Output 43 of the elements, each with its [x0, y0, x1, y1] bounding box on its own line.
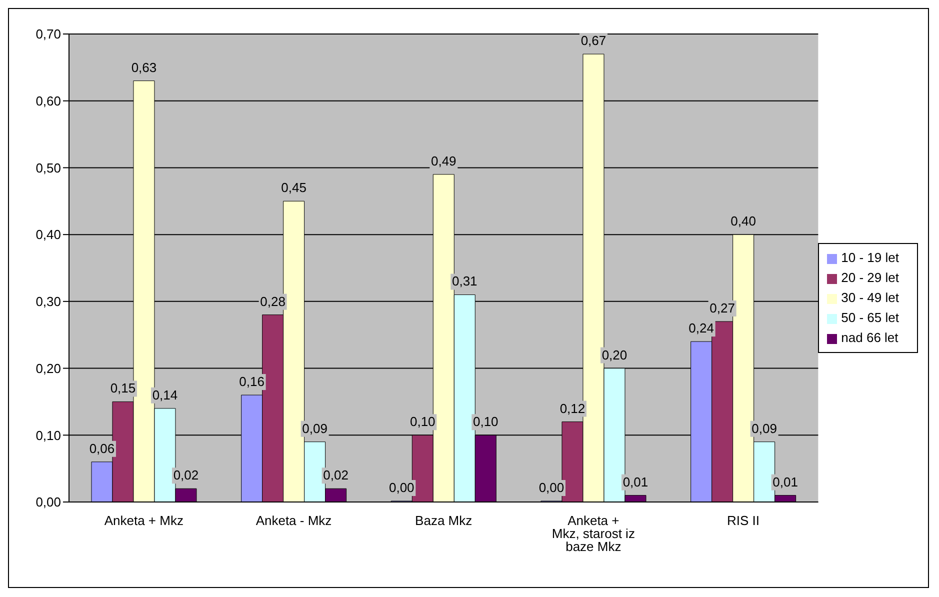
y-tick-label: 0,40 — [36, 227, 61, 242]
y-tick-label: 0,20 — [36, 360, 61, 376]
data-label: 0,01 — [772, 474, 798, 490]
data-label: 0,24 — [688, 320, 714, 336]
data-label: 0,10 — [472, 414, 498, 430]
data-label: 0,15 — [110, 380, 136, 396]
data-label: 0,49 — [430, 153, 456, 168]
legend-label: 10 - 19 let — [841, 250, 899, 265]
y-tick-label: 0,60 — [36, 93, 61, 108]
x-tick-label: Anketa + Mkz — [104, 513, 184, 528]
data-label: 0,12 — [560, 400, 586, 416]
y-tick-label: 0,10 — [36, 428, 61, 443]
data-label: 0,67 — [580, 33, 606, 48]
data-label: 0,16 — [239, 374, 264, 390]
data-label: 0,09 — [302, 420, 328, 436]
legend-label: 20 - 29 let — [841, 270, 899, 285]
y-tick-label: 0,50 — [36, 160, 61, 176]
legend-label: nad 66 let — [841, 330, 898, 345]
data-label: 0,40 — [730, 214, 756, 229]
data-label: 0,20 — [602, 347, 628, 362]
data-label: 0,02 — [323, 468, 348, 483]
data-label: 0,45 — [281, 180, 306, 196]
data-label: 0,09 — [752, 420, 777, 436]
data-label: 0,14 — [152, 387, 178, 402]
data-label: 0,28 — [260, 294, 286, 309]
data-label: 0,63 — [131, 60, 157, 75]
data-label: 0,00 — [388, 480, 414, 495]
y-tick-label: 0,70 — [36, 26, 61, 42]
x-tick-label: RIS II — [726, 513, 760, 528]
data-label: 0,31 — [452, 274, 478, 289]
data-label: 0,27 — [710, 300, 735, 316]
y-tick-label: 0,30 — [36, 294, 61, 310]
data-label: 0,10 — [410, 414, 436, 430]
data-label: 0,00 — [538, 480, 564, 495]
data-label: 0,06 — [89, 440, 115, 456]
x-tick-label: Baza Mkz — [415, 513, 472, 528]
x-tick-label: Anketa - Mkz — [256, 513, 332, 528]
data-label: 0,01 — [622, 474, 648, 490]
legend-label: 50 - 65 let — [841, 310, 899, 325]
legend-label: 30 - 49 let — [841, 290, 899, 305]
data-label: 0,02 — [173, 468, 199, 483]
y-tick-label: 0,00 — [36, 494, 61, 510]
x-tick-label: Anketa + Mkz, starost iz baze Mkz — [552, 513, 635, 554]
